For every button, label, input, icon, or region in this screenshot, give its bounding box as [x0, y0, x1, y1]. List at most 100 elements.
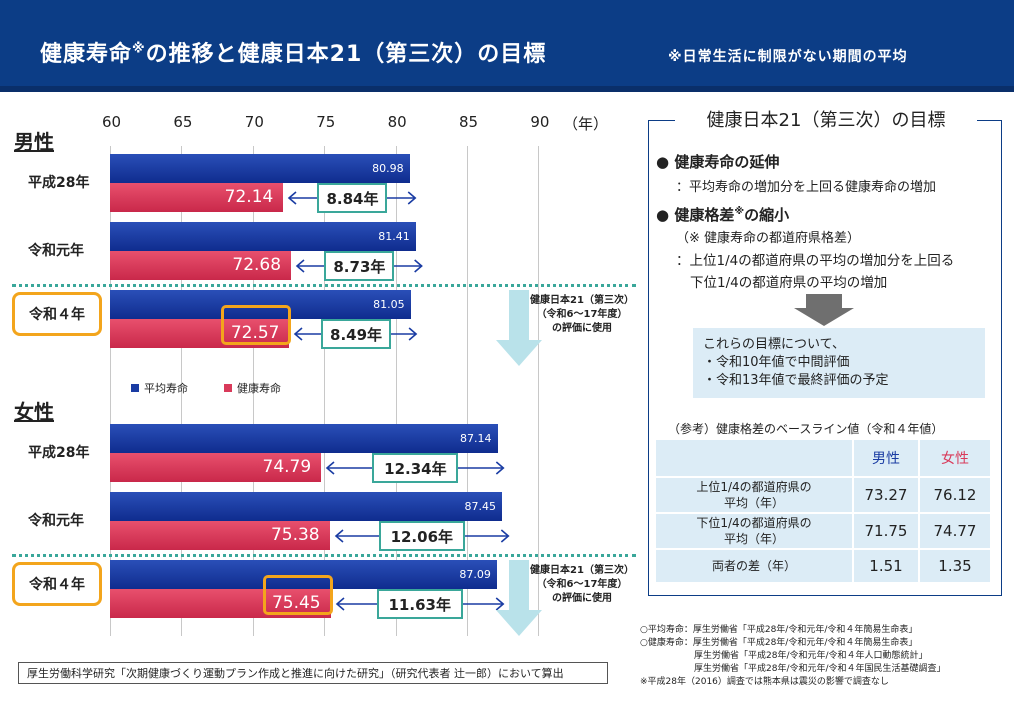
healthy-value: 74.79	[262, 457, 312, 477]
row-label: 令和元年	[28, 243, 84, 259]
goal-item-2-head-rest: の縮小	[744, 206, 790, 224]
callout-line-2: ・令和10年値で中間評価	[703, 355, 850, 370]
healthy-value: 72.68	[232, 255, 282, 275]
gridline	[181, 146, 183, 636]
highlight-value-box	[221, 305, 292, 345]
goal-item-2-note: （※ 健康寿命の都道府県格差）	[676, 231, 861, 246]
healthy-value: 72.57	[230, 323, 280, 343]
average-bar	[110, 222, 416, 251]
healthy-bar	[110, 521, 330, 550]
evaluation-callout: これらの目標について、 ・令和10年値で中間評価 ・令和13年値で最終評価の予定	[693, 328, 985, 398]
x-tick-label: 90	[530, 113, 550, 131]
healthy-value: 75.38	[270, 525, 320, 545]
page-title: 健康寿命※の推移と健康日本21（第三次）の目標	[40, 36, 546, 68]
ref-row-label-line: 平均（年）	[723, 496, 784, 510]
x-axis-unit: （年）	[563, 115, 609, 133]
header-banner	[0, 0, 1014, 92]
ref-cell-male: 71.75	[854, 514, 918, 548]
evaluation-note: （令和6～17年度）	[536, 579, 628, 590]
ref-row-label-line: 下位1/4の都道府県の	[696, 516, 812, 530]
gridline	[395, 146, 397, 636]
ref-cell-male: 1.51	[854, 550, 918, 582]
title-mark: ※	[132, 41, 146, 57]
goal-item-2-sub2: 下位1/4の都道府県の平均の増加	[690, 275, 888, 291]
ref-row-label-line: 平均（年）	[723, 532, 784, 546]
legend-swatch-average	[131, 384, 139, 392]
healthy-bar	[110, 453, 322, 482]
average-value: 81.05	[373, 298, 405, 311]
difference-box: 8.73年	[324, 251, 395, 281]
down-arrow-icon	[794, 294, 854, 326]
x-tick-label: 65	[173, 113, 193, 131]
bullet-icon: ●	[656, 153, 670, 171]
average-value: 87.09	[459, 568, 491, 581]
average-value: 81.41	[378, 230, 410, 243]
evaluation-arrow-icon	[496, 560, 542, 636]
evaluation-note: 健康日本21（第三次）	[530, 295, 634, 306]
ref-cell-female: 1.35	[920, 550, 990, 582]
x-tick-label: 70	[244, 113, 264, 131]
highlight-row-label: 令和４年	[12, 562, 102, 606]
goals-title: 健康日本21（第三次）の目標	[675, 104, 977, 134]
title-main: 健康寿命	[40, 42, 133, 67]
healthy-bar	[110, 183, 284, 212]
goal-item-1-head: 健康寿命の延伸	[674, 153, 780, 171]
callout-line-1: これらの目標について、	[703, 337, 845, 352]
healthy-bar	[110, 251, 292, 280]
average-bar	[110, 290, 411, 319]
sex-heading: 男性	[14, 130, 54, 154]
reference-caption: （参考）健康格差のベースライン値（令和４年値）	[668, 422, 944, 436]
highlight-row-label: 令和４年	[12, 292, 102, 336]
ref-header-empty	[656, 440, 852, 476]
goal-item-1-sub: ：平均寿命の増加分を上回る健康寿命の増加	[676, 180, 937, 195]
goal-item-2: ● 健康格差※の縮小	[656, 204, 789, 225]
average-bar	[110, 424, 498, 453]
ref-header-male: 男性	[854, 440, 918, 476]
average-bar	[110, 560, 497, 589]
ref-row-label: 両者の差（年）	[656, 550, 852, 582]
difference-box: 11.63年	[376, 589, 463, 619]
gridline	[538, 146, 540, 636]
footnote: ○健康寿命：厚生労働省「平成28年/令和元年/令和４年簡易生命表」	[640, 638, 918, 648]
footnote: 厚生労働省「平成28年/令和元年/令和４年国民生活基礎調査」	[640, 664, 946, 674]
footnote: ○平均寿命：厚生労働省「平成28年/令和元年/令和４年簡易生命表」	[640, 625, 918, 635]
average-bar	[110, 154, 410, 183]
evaluation-note: 健康日本21（第三次）	[530, 565, 634, 576]
x-tick-label: 80	[387, 113, 407, 131]
evaluation-note: の評価に使用	[552, 323, 612, 334]
average-value: 87.45	[464, 500, 496, 513]
ref-cell-female: 76.12	[920, 478, 990, 512]
header-stripe	[0, 86, 1014, 92]
page-subtitle: ※日常生活に制限がない期間の平均	[668, 49, 908, 65]
ref-row-label: 下位1/4の都道府県の 平均（年）	[656, 514, 852, 548]
ref-row-label-line: 上位1/4の都道府県の	[696, 480, 812, 494]
gridline	[110, 146, 111, 636]
evaluation-arrow-icon	[496, 290, 542, 366]
healthy-value: 72.14	[224, 187, 274, 207]
row-label: 令和元年	[28, 513, 84, 529]
footnote: 厚生労働省「平成28年/令和元年/令和４年人口動態統計」	[640, 651, 928, 661]
row-label: 平成28年	[28, 445, 90, 461]
difference-box: 12.06年	[378, 521, 465, 551]
sex-heading: 女性	[14, 400, 54, 424]
legend-swatch-healthy	[224, 384, 232, 392]
dotted-separator	[12, 554, 636, 557]
evaluation-note: （令和6～17年度）	[536, 309, 628, 320]
goal-item-1: ● 健康寿命の延伸	[656, 151, 779, 172]
ref-row-label: 上位1/4の都道府県の 平均（年）	[656, 478, 852, 512]
difference-box: 12.34年	[372, 453, 459, 483]
gridline	[252, 146, 254, 636]
highlight-value-box	[262, 575, 333, 615]
healthy-value: 75.45	[271, 593, 321, 613]
difference-box: 8.84年	[317, 183, 388, 213]
row-label: 平成28年	[28, 175, 90, 191]
gridline	[467, 146, 468, 636]
gridline	[324, 146, 326, 636]
footnote: ※平成28年（2016）調査では熊本県は震災の影響で調査なし	[640, 677, 889, 687]
title-rest: の推移と健康日本21（第三次）の目標	[145, 42, 547, 67]
goal-item-2-sub1: ：上位1/4の都道府県の平均の増加分を上回る	[676, 253, 955, 269]
average-bar	[110, 492, 502, 521]
ref-header-female: 女性	[920, 440, 990, 476]
bullet-icon: ●	[656, 206, 670, 224]
x-tick-label: 85	[459, 113, 479, 131]
